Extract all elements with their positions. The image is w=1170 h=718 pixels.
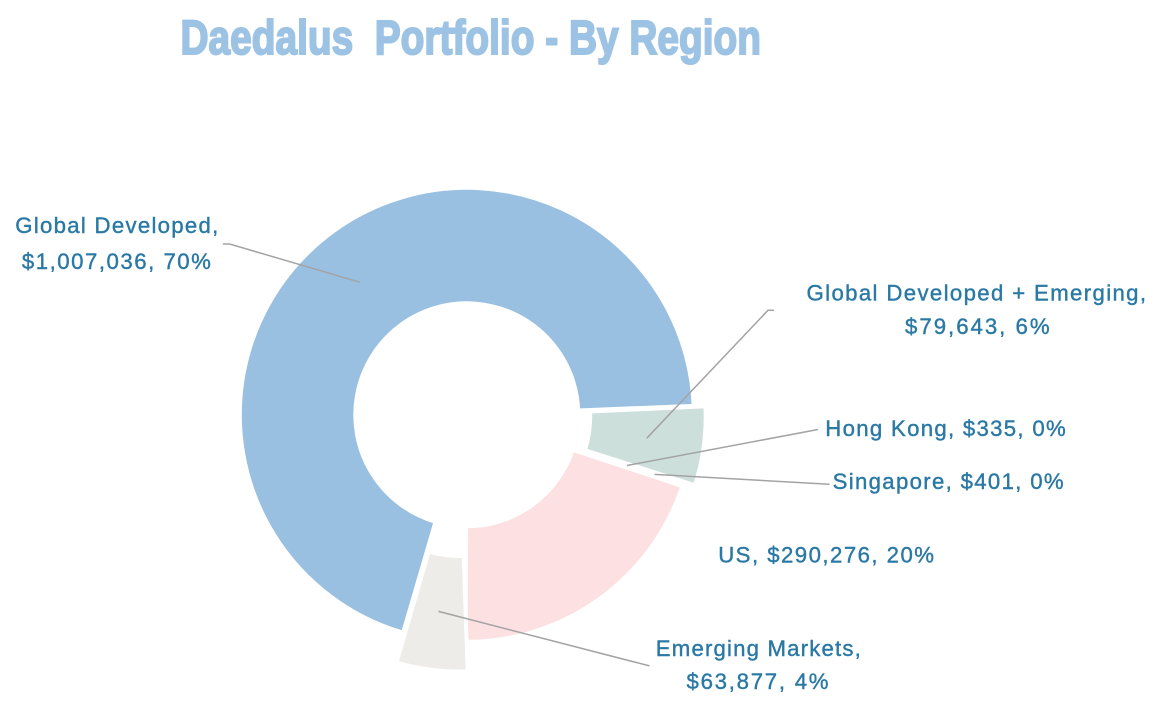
svg-text:Hong Kong, $335, 0%: Hong Kong, $335, 0% xyxy=(825,416,1065,441)
svg-text:Global Developed,: Global Developed, xyxy=(15,213,218,238)
svg-text:US, $290,276, 20%: US, $290,276, 20% xyxy=(718,542,934,567)
svg-text:Global Developed + Emerging,: Global Developed + Emerging, xyxy=(807,281,1147,306)
svg-text:Emerging Markets,: Emerging Markets, xyxy=(656,636,861,661)
svg-text:Singapore, $401, 0%: Singapore, $401, 0% xyxy=(833,469,1064,494)
svg-text:Daedalus Portfolio - By Regio: Daedalus Portfolio - By Region xyxy=(181,11,762,65)
svg-text:$79,643, 6%: $79,643, 6% xyxy=(905,314,1050,339)
svg-text:$1,007,036, 70%: $1,007,036, 70% xyxy=(22,249,211,274)
svg-text:$63,877, 4%: $63,877, 4% xyxy=(687,669,829,694)
